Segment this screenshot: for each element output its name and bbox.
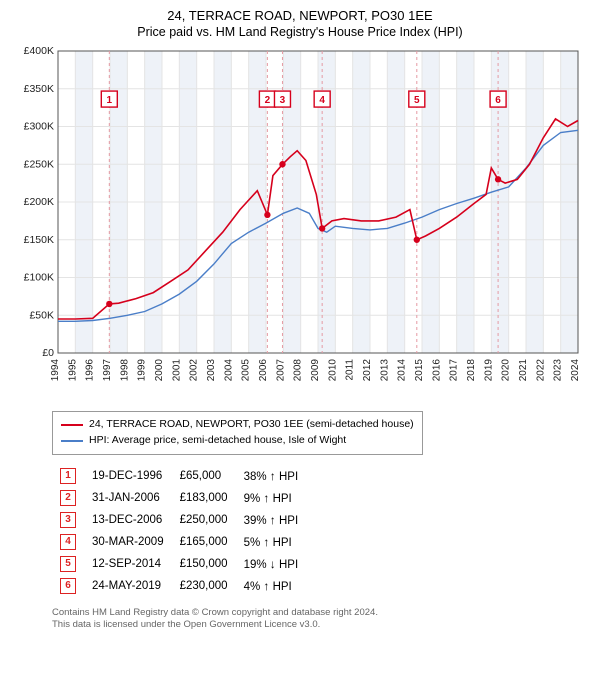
svg-text:£400K: £400K xyxy=(24,45,54,57)
svg-text:1999: 1999 xyxy=(137,359,148,382)
tx-date: 19-DEC-1996 xyxy=(84,465,172,487)
svg-text:2020: 2020 xyxy=(501,359,512,382)
tx-price: £165,000 xyxy=(172,531,236,553)
legend-swatch-series1 xyxy=(61,424,83,426)
svg-text:1994: 1994 xyxy=(50,359,61,382)
svg-text:3: 3 xyxy=(280,95,286,106)
legend-row: HPI: Average price, semi-detached house,… xyxy=(61,433,414,449)
tx-pct: 4% ↑ HPI xyxy=(236,575,307,597)
tx-price: £183,000 xyxy=(172,487,236,509)
legend: 24, TERRACE ROAD, NEWPORT, PO30 1EE (sem… xyxy=(52,411,423,455)
svg-text:£200K: £200K xyxy=(24,196,54,208)
tx-number-box: 4 xyxy=(60,534,76,550)
tx-number-box: 3 xyxy=(60,512,76,528)
svg-text:2009: 2009 xyxy=(310,359,321,382)
svg-text:2013: 2013 xyxy=(379,359,390,382)
svg-text:2023: 2023 xyxy=(553,359,564,382)
svg-text:2004: 2004 xyxy=(223,359,234,382)
tx-pct: 19% ↓ HPI xyxy=(236,553,307,575)
svg-text:6: 6 xyxy=(495,95,501,106)
tx-number-box: 5 xyxy=(60,556,76,572)
svg-text:2010: 2010 xyxy=(327,359,338,382)
tx-price: £150,000 xyxy=(172,553,236,575)
chart-container: 24, TERRACE ROAD, NEWPORT, PO30 1EE Pric… xyxy=(0,0,600,642)
svg-text:2005: 2005 xyxy=(241,359,252,382)
footer: Contains HM Land Registry data © Crown c… xyxy=(52,607,588,633)
table-row: 6 24-MAY-2019£230,0004% ↑ HPI xyxy=(52,575,306,597)
tx-number-box: 6 xyxy=(60,578,76,594)
svg-text:£100K: £100K xyxy=(24,272,54,284)
svg-text:2002: 2002 xyxy=(189,359,200,382)
tx-date: 24-MAY-2019 xyxy=(84,575,172,597)
legend-row: 24, TERRACE ROAD, NEWPORT, PO30 1EE (sem… xyxy=(61,417,414,433)
svg-text:2016: 2016 xyxy=(431,359,442,382)
svg-text:2012: 2012 xyxy=(362,359,373,382)
tx-price: £65,000 xyxy=(172,465,236,487)
svg-text:£300K: £300K xyxy=(24,121,54,133)
chart-svg: £0 £50K £100K £150K £200K £250K £300K £350K £400… xyxy=(12,45,588,405)
legend-label-series2: HPI: Average price, semi-detached house,… xyxy=(89,433,346,449)
tx-pct: 39% ↑ HPI xyxy=(236,509,307,531)
svg-text:£250K: £250K xyxy=(24,158,54,170)
tx-price: £230,000 xyxy=(172,575,236,597)
svg-text:2003: 2003 xyxy=(206,359,217,382)
table-row: 4 30-MAR-2009£165,0005% ↑ HPI xyxy=(52,531,306,553)
table-row: 3 13-DEC-2006£250,00039% ↑ HPI xyxy=(52,509,306,531)
chart: £0 £50K £100K £150K £200K £250K £300K £350K £400… xyxy=(12,45,588,405)
svg-text:5: 5 xyxy=(414,95,420,106)
title-address: 24, TERRACE ROAD, NEWPORT, PO30 1EE xyxy=(12,8,588,23)
legend-swatch-series2 xyxy=(61,440,83,442)
svg-text:2021: 2021 xyxy=(518,359,529,382)
tx-date: 31-JAN-2006 xyxy=(84,487,172,509)
svg-text:£350K: £350K xyxy=(24,83,54,95)
svg-text:2: 2 xyxy=(265,95,271,106)
tx-number-box: 1 xyxy=(60,468,76,484)
svg-text:2022: 2022 xyxy=(535,359,546,382)
tx-date: 13-DEC-2006 xyxy=(84,509,172,531)
svg-text:2007: 2007 xyxy=(275,359,286,382)
title-block: 24, TERRACE ROAD, NEWPORT, PO30 1EE Pric… xyxy=(12,8,588,39)
svg-text:2000: 2000 xyxy=(154,359,165,382)
svg-text:4: 4 xyxy=(319,95,325,106)
svg-text:1998: 1998 xyxy=(119,359,130,382)
footer-line2: This data is licensed under the Open Gov… xyxy=(52,619,588,632)
tx-date: 12-SEP-2014 xyxy=(84,553,172,575)
tx-date: 30-MAR-2009 xyxy=(84,531,172,553)
svg-text:2017: 2017 xyxy=(449,359,460,382)
svg-text:2018: 2018 xyxy=(466,359,477,382)
legend-label-series1: 24, TERRACE ROAD, NEWPORT, PO30 1EE (sem… xyxy=(89,417,414,433)
transactions-table: 1 19-DEC-1996£65,00038% ↑ HPI 2 31-JAN-2006… xyxy=(52,465,306,597)
svg-text:1997: 1997 xyxy=(102,359,113,382)
svg-text:2024: 2024 xyxy=(570,359,581,382)
table-row: 1 19-DEC-1996£65,00038% ↑ HPI xyxy=(52,465,306,487)
tx-pct: 9% ↑ HPI xyxy=(236,487,307,509)
svg-text:2014: 2014 xyxy=(397,359,408,382)
svg-text:1: 1 xyxy=(107,95,113,106)
svg-text:2019: 2019 xyxy=(483,359,494,382)
tx-pct: 38% ↑ HPI xyxy=(236,465,307,487)
svg-text:2011: 2011 xyxy=(345,359,356,381)
svg-text:2015: 2015 xyxy=(414,359,425,382)
table-row: 2 31-JAN-2006£183,0009% ↑ HPI xyxy=(52,487,306,509)
svg-text:£0: £0 xyxy=(42,347,54,359)
svg-text:2008: 2008 xyxy=(293,359,304,382)
table-row: 5 12-SEP-2014£150,00019% ↓ HPI xyxy=(52,553,306,575)
svg-text:£150K: £150K xyxy=(24,234,54,246)
svg-text:2006: 2006 xyxy=(258,359,269,382)
footer-line1: Contains HM Land Registry data © Crown c… xyxy=(52,607,588,620)
svg-text:1996: 1996 xyxy=(85,359,96,382)
tx-price: £250,000 xyxy=(172,509,236,531)
tx-number-box: 2 xyxy=(60,490,76,506)
svg-text:£50K: £50K xyxy=(29,309,54,321)
tx-pct: 5% ↑ HPI xyxy=(236,531,307,553)
title-subtitle: Price paid vs. HM Land Registry's House … xyxy=(12,25,588,39)
svg-text:2001: 2001 xyxy=(171,359,182,382)
svg-text:1995: 1995 xyxy=(67,359,78,382)
